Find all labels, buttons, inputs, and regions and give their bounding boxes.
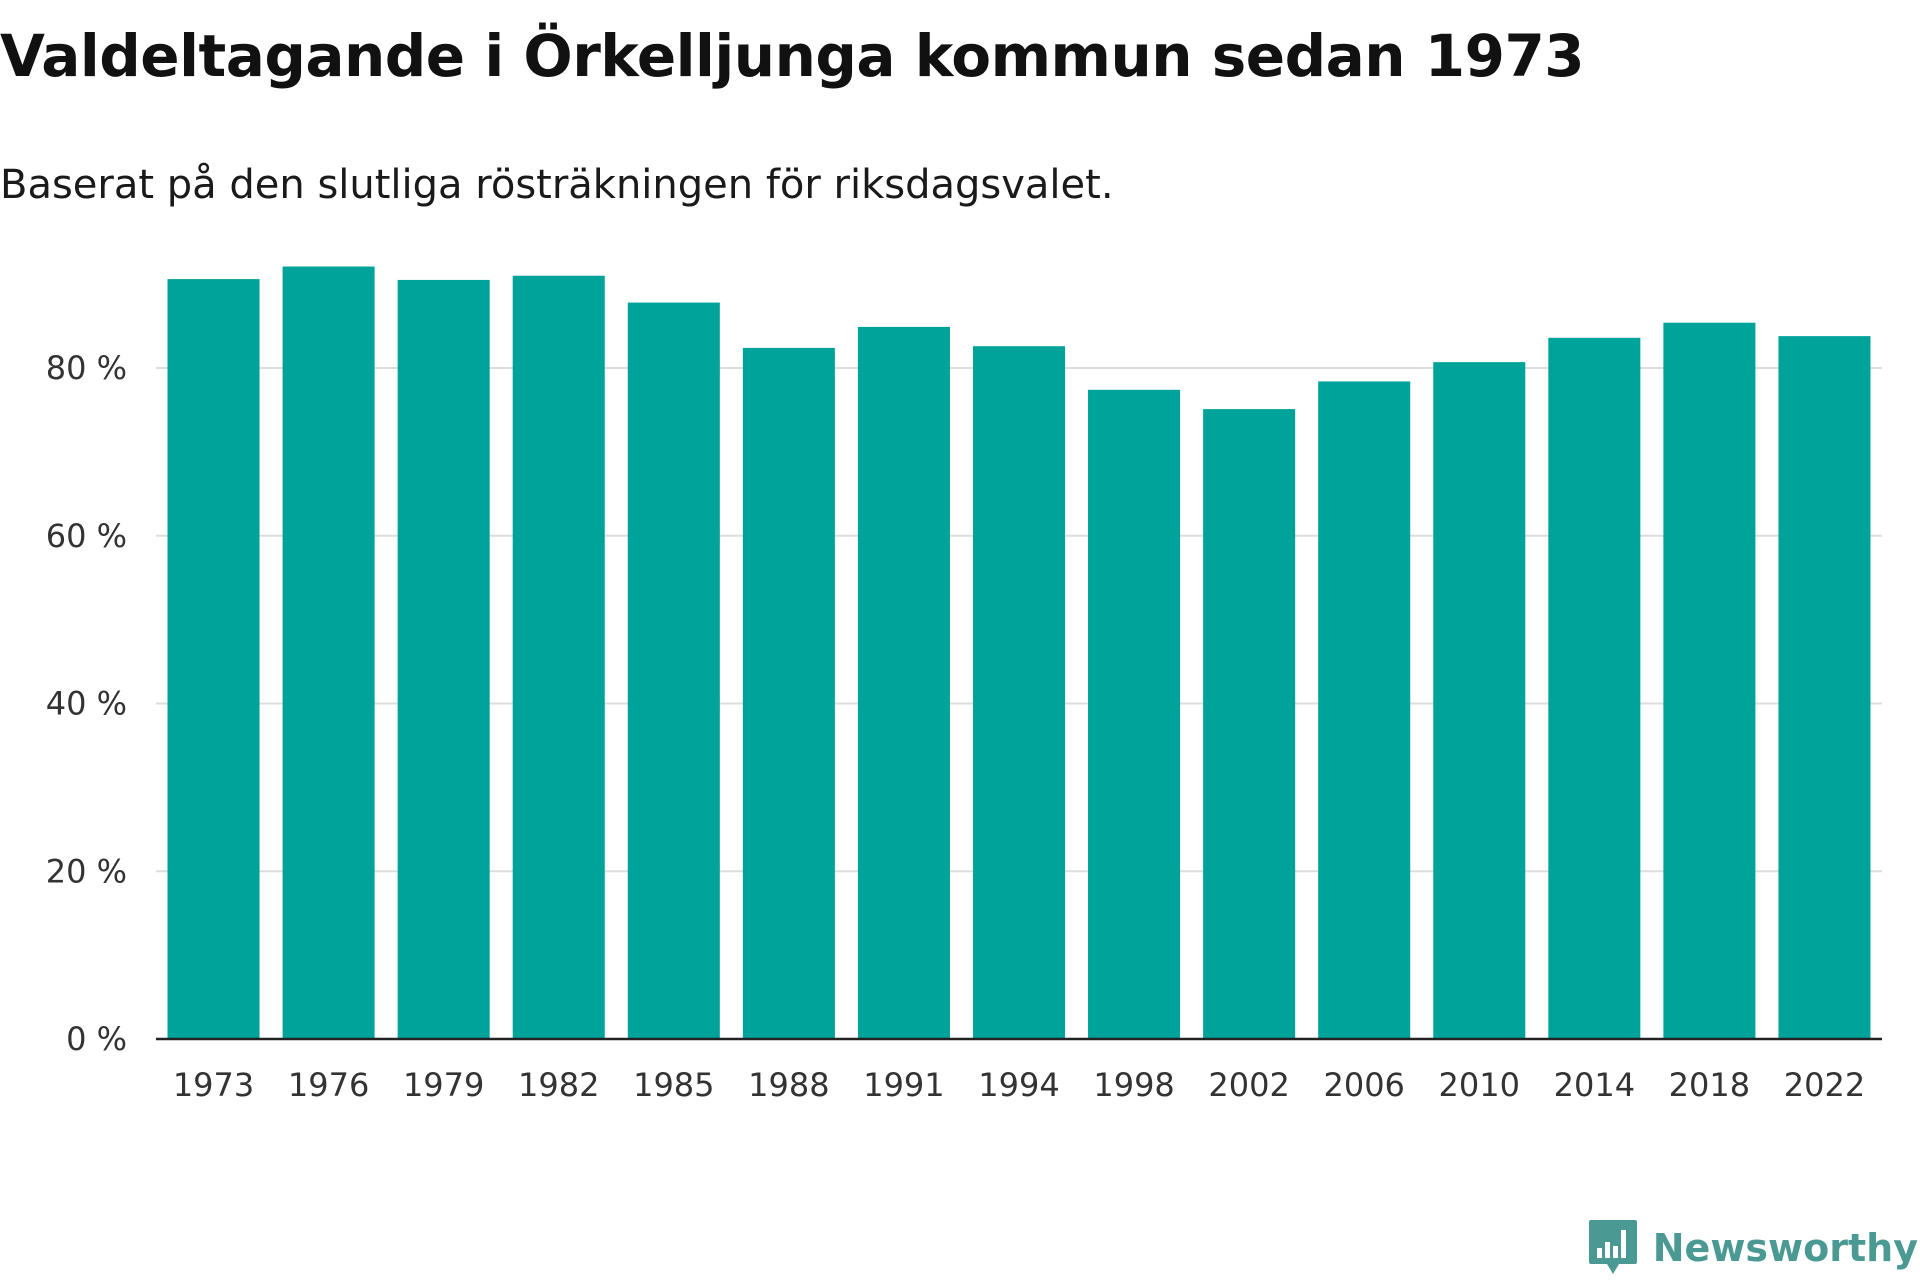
bar-1991 bbox=[857, 326, 950, 1039]
chart-subtitle: Baserat på den slutliga rösträkningen fö… bbox=[0, 162, 1114, 208]
bar-1994 bbox=[972, 346, 1066, 1039]
y-tick-label: 40 % bbox=[46, 685, 127, 723]
bar-1979 bbox=[397, 279, 490, 1039]
y-tick-label: 60 % bbox=[46, 517, 127, 555]
axes: 0 % 20 % 40 % 60 % 80 % 1973 1976 1979 1982 1985 1… bbox=[46, 349, 1882, 1104]
x-tick-label: 1973 bbox=[173, 1066, 254, 1104]
x-tick-label: 1994 bbox=[978, 1066, 1059, 1104]
chart-title: Valdeltagande i Örkelljunga kommun sedan… bbox=[0, 22, 1585, 90]
x-tick-label: 1976 bbox=[288, 1066, 369, 1104]
x-tick-label: 2022 bbox=[1784, 1066, 1865, 1104]
y-tick-label: 80 % bbox=[46, 349, 127, 387]
bar-2002 bbox=[1203, 409, 1296, 1039]
x-tick-label: 2014 bbox=[1554, 1066, 1635, 1104]
newsworthy-logo-icon bbox=[1588, 1220, 1637, 1274]
x-tick-label: 1998 bbox=[1093, 1066, 1174, 1104]
brand-logo: Newsworthy bbox=[1587, 1218, 1918, 1278]
x-tick-label: 1988 bbox=[748, 1066, 829, 1104]
brand-name: Newsworthy bbox=[1652, 1226, 1918, 1270]
bar-1998 bbox=[1088, 389, 1181, 1039]
bar-1985 bbox=[627, 302, 720, 1039]
x-tick-label: 2006 bbox=[1323, 1066, 1404, 1104]
y-tick-label: 20 % bbox=[46, 852, 127, 890]
bar-2018 bbox=[1663, 322, 1756, 1039]
bar-2022 bbox=[1778, 336, 1871, 1039]
x-tick-label: 1982 bbox=[518, 1066, 599, 1104]
x-tick-label: 1985 bbox=[633, 1066, 714, 1104]
bar-1982 bbox=[512, 275, 605, 1039]
y-tick-label: 0 % bbox=[66, 1020, 127, 1058]
bar-2006 bbox=[1318, 381, 1411, 1039]
x-tick-label: 2010 bbox=[1439, 1066, 1520, 1104]
bar-1988 bbox=[742, 347, 835, 1039]
x-tick-label: 2002 bbox=[1208, 1066, 1289, 1104]
x-tick-label: 2018 bbox=[1669, 1066, 1750, 1104]
bar-2010 bbox=[1433, 362, 1526, 1039]
x-tick-label: 1991 bbox=[863, 1066, 944, 1104]
bar-2014 bbox=[1548, 337, 1641, 1039]
bar-1973 bbox=[167, 279, 260, 1039]
bars bbox=[167, 266, 1871, 1040]
x-tick-label: 1979 bbox=[403, 1066, 484, 1104]
bar-1976 bbox=[282, 266, 375, 1040]
